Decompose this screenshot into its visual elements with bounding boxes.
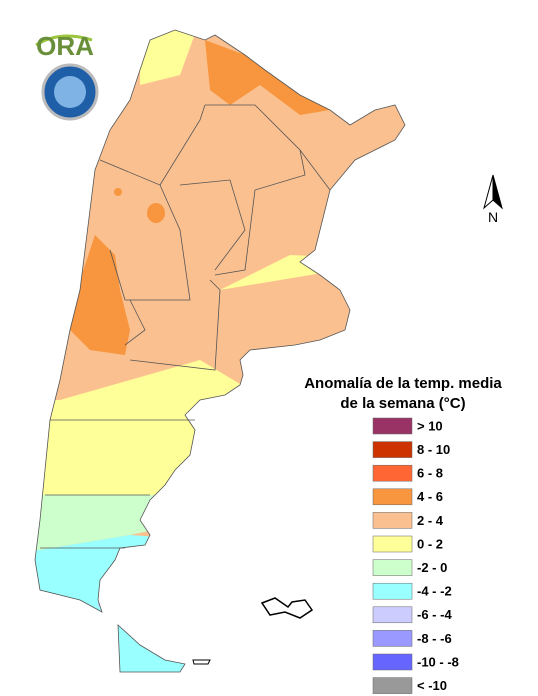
legend-swatch [372, 630, 413, 647]
legend-label: -4 - -2 [417, 584, 452, 599]
north-arrow [483, 174, 494, 210]
legend-label: -2 - 0 [417, 560, 447, 575]
province-borders [40, 104, 331, 549]
island [192, 659, 211, 665]
legend-label: -8 - -6 [417, 631, 452, 646]
legend-label: 6 - 8 [417, 466, 443, 481]
north-arrow [492, 174, 503, 210]
zone [114, 188, 122, 196]
legend-swatch [372, 677, 413, 694]
legend-label: -6 - -4 [417, 607, 452, 622]
agency-emblem-inner [54, 76, 86, 108]
north-label: N [488, 209, 498, 225]
legend-swatch [372, 535, 413, 553]
islands [260, 597, 314, 619]
legend-swatch [372, 488, 413, 506]
legend-swatch [372, 512, 413, 529]
zone [70, 235, 130, 355]
legend-swatch [372, 653, 413, 671]
legend: > 10 8 - 10 6 - 8 4 - 6 2 - 4 0 - 2 -2 - 0 -4 -… [372, 417, 459, 694]
zone [98, 599, 110, 609]
legend-label: < -10 [417, 678, 447, 693]
legend-label: -10 - -8 [417, 654, 459, 669]
legend-title: de la semana (°C) [340, 395, 465, 412]
legend-label: 4 - 6 [417, 489, 443, 504]
legend-swatch [372, 464, 413, 482]
legend-title: Anomalía de la temp. media [304, 375, 502, 392]
legend-label: 2 - 4 [417, 513, 444, 528]
zone [147, 203, 165, 223]
legend-label: > 10 [417, 418, 443, 433]
legend-swatch [372, 606, 413, 624]
logo-swoosh [35, 34, 93, 47]
legend-swatch [372, 441, 413, 458]
zone [35, 400, 400, 495]
logo-text: ORA [36, 31, 94, 61]
legend-label: 8 - 10 [417, 442, 450, 457]
legend-swatch [372, 559, 413, 576]
legend-swatch [372, 417, 413, 435]
zone [205, 40, 330, 115]
legend-swatch [372, 582, 413, 600]
legend-label: 0 - 2 [417, 536, 443, 551]
